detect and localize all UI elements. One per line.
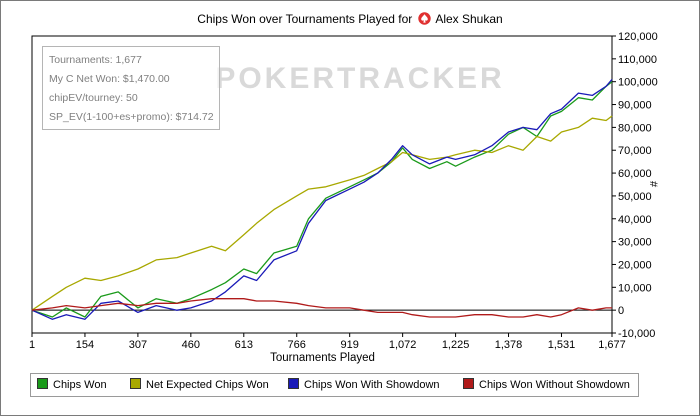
legend-swatch [288, 378, 299, 389]
info-sp-ev: SP_EV(1-100+es+promo): $714.72 [49, 111, 214, 123]
info-chip-ev: chipEV/tourney: 50 [49, 92, 138, 104]
stats-info-box: Tournaments: 1,677 My C Net Won: $1,470.… [42, 46, 220, 130]
series-line-0 [31, 81, 613, 318]
y-tick-label: 80,000 [618, 122, 652, 134]
x-tick-label: 766 [288, 339, 306, 351]
info-net-won: My C Net Won: $1,470.00 [49, 73, 170, 85]
legend: Chips Won Net Expected Chips Won Chips W… [30, 373, 639, 397]
y-tick-label: 0 [618, 305, 624, 317]
spade-logo-icon [417, 12, 431, 28]
legend-item-chips-won[interactable]: Chips Won [37, 378, 107, 391]
y-tick-label: 50,000 [618, 191, 652, 203]
x-tick-label: 1,072 [389, 339, 417, 351]
x-axis-label: Tournaments Played [270, 352, 375, 364]
x-tick-label: 154 [76, 339, 94, 351]
series-line-1 [31, 115, 613, 311]
player-name: Alex Shukan [435, 12, 503, 26]
x-tick-label: 613 [235, 339, 253, 351]
x-tick-label: 1,378 [495, 339, 523, 351]
x-tick-label: 1 [29, 339, 35, 351]
legend-swatch [130, 378, 141, 389]
legend-swatch [463, 378, 474, 389]
y-tick-label: 60,000 [618, 168, 652, 180]
title-text: Chips Won over Tournaments Played for [197, 12, 413, 26]
x-tick-label: 460 [182, 339, 200, 351]
y-tick-label: 110,000 [618, 54, 657, 66]
legend-swatch [37, 378, 48, 389]
plot-border [31, 35, 613, 334]
watermark: POKERTRACKER [215, 62, 504, 95]
x-tick-label: 1,225 [442, 339, 470, 351]
series-line-2 [31, 78, 613, 320]
x-tick-label: 1,677 [598, 339, 626, 351]
y-tick-label: 90,000 [618, 100, 652, 112]
legend-label: Chips Won Without Showdown [479, 379, 630, 391]
y-tick-label: 20,000 [618, 259, 652, 271]
legend-item-net-expected[interactable]: Net Expected Chips Won [130, 378, 269, 391]
x-tick-label: 307 [129, 339, 147, 351]
info-tournaments: Tournaments: 1,677 [49, 54, 142, 66]
x-tick-label: 1,531 [548, 339, 576, 351]
y-tick-label: 100,000 [618, 77, 658, 89]
legend-label: Chips Won With Showdown [304, 379, 440, 391]
y-tick-label: 10,000 [618, 282, 652, 294]
x-tick-label: 919 [341, 339, 359, 351]
legend-label: Net Expected Chips Won [146, 379, 269, 391]
series-line-3 [31, 298, 612, 318]
y-axis-label: # [647, 181, 659, 188]
legend-item-with-showdown[interactable]: Chips Won With Showdown [288, 378, 440, 391]
y-tick-label: 120,000 [618, 31, 658, 43]
legend-label: Chips Won [53, 379, 107, 391]
y-tick-label: 30,000 [618, 237, 652, 249]
chart-title: Chips Won over Tournaments Played for Al… [0, 12, 700, 28]
y-tick-label: 40,000 [618, 214, 652, 226]
legend-item-without-showdown[interactable]: Chips Won Without Showdown [463, 378, 630, 391]
y-tick-label: 70,000 [618, 145, 652, 157]
y-tick-label: -10,000 [618, 328, 655, 340]
